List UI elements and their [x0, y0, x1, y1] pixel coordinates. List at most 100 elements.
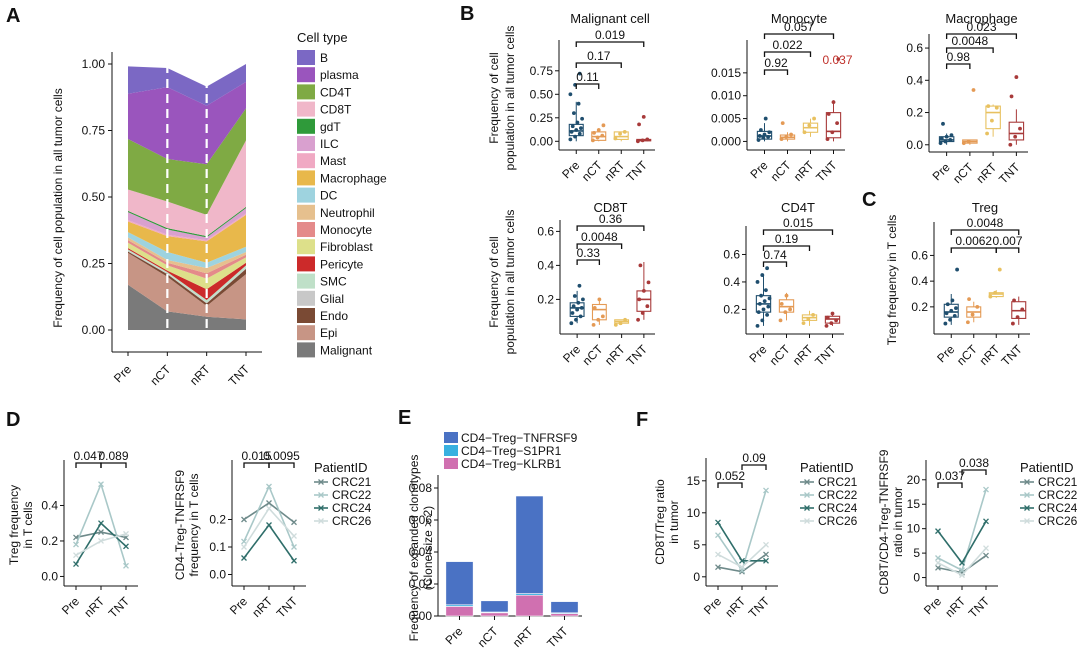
legend-swatch-marker	[318, 505, 324, 511]
significance-bracket	[763, 33, 835, 39]
data-point	[784, 293, 789, 298]
y-tick-label: 15	[687, 474, 701, 488]
x-tick-label: nCT	[950, 160, 976, 186]
data-point	[574, 317, 578, 322]
subplot-title: CD4T	[781, 200, 815, 215]
data-marker	[73, 552, 79, 559]
significance-bracket	[575, 62, 622, 68]
x-tick-label: nRT	[81, 594, 107, 620]
data-marker	[959, 559, 965, 566]
significance-bracket	[950, 229, 1020, 235]
data-point	[766, 304, 771, 309]
legend-swatch-plasma	[297, 67, 315, 83]
legend-swatch-epi	[297, 325, 315, 341]
data-point	[1009, 94, 1014, 99]
area-plasma	[128, 81, 246, 165]
data-point	[789, 132, 793, 137]
data-point	[836, 57, 841, 62]
p-value-label: 0.052	[715, 469, 745, 483]
area-fibroblast	[128, 242, 246, 290]
data-point	[994, 105, 999, 110]
data-point	[755, 323, 760, 328]
data-point	[975, 304, 980, 309]
significance-bracket	[576, 225, 645, 231]
data-point	[578, 314, 583, 319]
x-tick-label: Pre	[227, 594, 250, 617]
legend-label-crc26: CRC26	[332, 514, 372, 528]
data-point	[569, 321, 574, 326]
x-tick-label: Pre	[747, 342, 770, 365]
data-point	[613, 136, 618, 141]
significance-bracket	[762, 245, 811, 251]
legend-label-crc21: CRC21	[1038, 475, 1078, 489]
significance-bracket	[576, 243, 623, 249]
legend-title: PatientID	[1020, 460, 1073, 475]
legend-swatch-marker	[318, 518, 324, 524]
significance-bracket	[576, 259, 601, 265]
data-point	[597, 297, 602, 302]
p-value-label: 0.74	[763, 248, 787, 262]
data-point	[765, 312, 769, 317]
data-point	[576, 300, 581, 305]
bar-segment	[480, 600, 509, 613]
x-tick-label: nRT	[510, 624, 536, 650]
data-marker	[983, 518, 989, 525]
legend-label-crc24: CRC24	[1038, 501, 1078, 515]
data-point	[1018, 126, 1022, 131]
data-point	[592, 130, 596, 135]
data-point	[590, 138, 595, 143]
data-marker	[935, 559, 941, 566]
p-value-label: 0.92	[764, 56, 788, 70]
significance-bracket	[945, 47, 994, 53]
p-value-label: 0.33	[577, 246, 601, 260]
data-point	[1013, 134, 1018, 139]
legend-swatch-marker	[1024, 492, 1030, 498]
x-tick-label: Pre	[443, 624, 466, 647]
series-line-crc22	[937, 489, 987, 572]
p-value-label: 0.98	[947, 50, 971, 64]
area-cd4t	[128, 108, 246, 215]
data-point	[948, 317, 952, 322]
legend-swatch-marker	[318, 479, 324, 485]
data-marker	[983, 552, 989, 559]
data-point	[571, 304, 576, 309]
y-axis-title-line1: Treg frequency	[7, 485, 21, 565]
legend-label-crc21: CRC21	[332, 475, 372, 489]
legend-label-ilc: ILC	[320, 137, 339, 151]
data-point	[945, 302, 950, 307]
legend-swatch-marker	[804, 518, 810, 524]
legend-label-macrophage: Macrophage	[320, 171, 387, 185]
data-point	[779, 137, 784, 142]
y-tick-label: 0.2	[209, 513, 226, 527]
y-tick-label: 5	[913, 546, 920, 560]
y-axis-title-line2: (Clone size > 2)	[421, 506, 435, 590]
y-tick-label: 0	[913, 571, 920, 585]
box-nrt	[613, 131, 629, 140]
legend-swatch-pericyte	[297, 256, 315, 272]
legend-title: PatientID	[314, 460, 367, 475]
legend-swatch-marker	[804, 479, 810, 485]
data-point	[638, 263, 643, 268]
series-line-crc21	[243, 502, 295, 523]
x-tick-label: nRT	[602, 342, 628, 368]
x-tick-label: nRT	[187, 362, 213, 388]
y-tick-label: 20	[907, 473, 921, 487]
data-point	[949, 133, 954, 138]
significance-bracket	[741, 464, 767, 470]
data-point	[637, 297, 642, 302]
data-point	[965, 320, 970, 325]
data-point	[595, 135, 600, 140]
y-tick-label: 0.02	[409, 577, 433, 591]
data-point	[596, 128, 601, 132]
data-point	[636, 317, 640, 322]
x-tick-label: TNT	[996, 160, 1023, 187]
data-marker	[98, 529, 104, 536]
data-point	[825, 315, 830, 320]
subplot-title: Monocyte	[771, 11, 827, 26]
x-tick-label: nCT	[580, 342, 606, 368]
data-point	[997, 267, 1002, 272]
legend-label-pericyte: Pericyte	[320, 257, 364, 271]
y-tick-label: 0.75	[82, 124, 106, 138]
